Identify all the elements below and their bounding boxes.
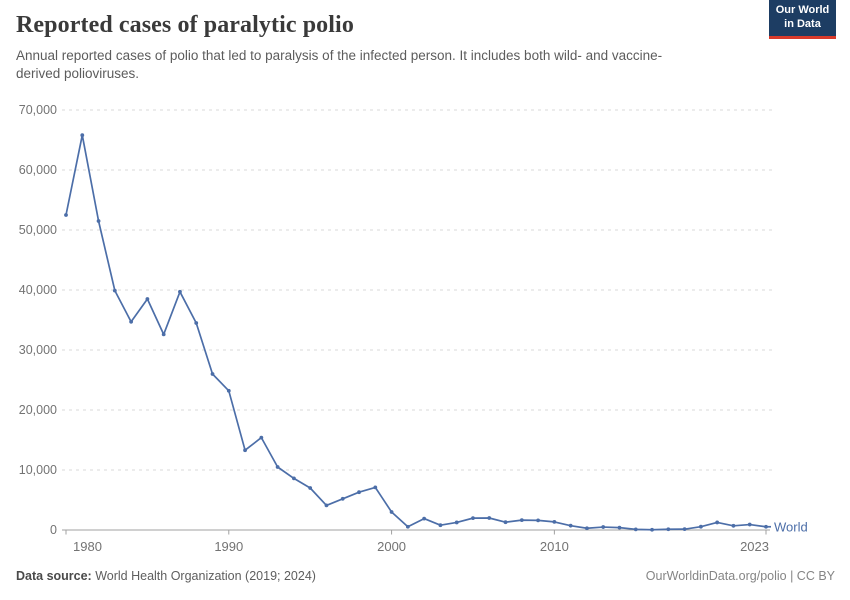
- data-point-2010[interactable]: [552, 520, 557, 524]
- data-point-1984[interactable]: [129, 319, 134, 324]
- data-point-1983[interactable]: [112, 288, 117, 293]
- data-point-2003[interactable]: [438, 523, 443, 528]
- data-point-2005[interactable]: [471, 516, 475, 521]
- data-point-1982[interactable]: [96, 219, 101, 223]
- data-point-2018[interactable]: [682, 527, 687, 532]
- logo-line1: Our World: [775, 4, 830, 16]
- data-point-1998[interactable]: [357, 490, 361, 495]
- series-line-world[interactable]: [65, 134, 767, 531]
- data-point-1999[interactable]: [373, 485, 378, 490]
- data-point-2022[interactable]: [747, 522, 752, 527]
- y-tick-label-50000: 50,000: [19, 223, 57, 237]
- data-point-1996[interactable]: [324, 503, 329, 508]
- y-tick-label-0: 0: [50, 523, 57, 537]
- data-point-2013[interactable]: [601, 525, 606, 529]
- x-tick-label-1990: 1990: [214, 539, 243, 554]
- data-point-1986[interactable]: [161, 332, 166, 337]
- x-tick-label-2010: 2010: [540, 539, 569, 554]
- data-point-2020[interactable]: [715, 520, 720, 525]
- data-point-2007[interactable]: [503, 520, 508, 525]
- y-tick-label-70000: 70,000: [19, 103, 57, 117]
- y-tick-label-30000: 30,000: [19, 343, 57, 357]
- data-point-1991[interactable]: [243, 448, 247, 453]
- y-tick-label-40000: 40,000: [19, 283, 57, 297]
- logo-line2: in Data: [784, 18, 821, 31]
- owid-logo[interactable]: Our World in Data: [769, 0, 836, 39]
- data-point-1989[interactable]: [210, 372, 215, 376]
- data-point-1994[interactable]: [292, 476, 296, 481]
- data-point-1990[interactable]: [226, 388, 231, 393]
- data-point-2001[interactable]: [405, 524, 410, 529]
- data-point-1995[interactable]: [308, 486, 313, 490]
- data-point-2017[interactable]: [666, 527, 671, 532]
- x-tick-label-2000: 2000: [377, 539, 406, 554]
- data-source-value: World Health Organization (2019; 2024): [91, 569, 316, 583]
- data-point-1997[interactable]: [340, 496, 345, 501]
- data-point-2019[interactable]: [698, 524, 703, 529]
- data-point-2014[interactable]: [617, 525, 622, 530]
- y-tick-label-10000: 10,000: [19, 463, 57, 477]
- y-tick-label-20000: 20,000: [19, 403, 57, 417]
- data-point-2006[interactable]: [487, 516, 492, 520]
- chart-title: Reported cases of paralytic polio: [16, 12, 354, 38]
- data-point-1981[interactable]: [80, 133, 85, 138]
- data-point-1987[interactable]: [178, 289, 182, 294]
- data-point-1985[interactable]: [145, 297, 150, 301]
- x-tick-label-1980: 1980: [73, 539, 102, 554]
- x-tick-label-2023: 2023: [740, 539, 769, 554]
- chart-footer: Data source: World Health Organization (…: [16, 569, 835, 583]
- chart-subtitle: Annual reported cases of polio that led …: [16, 47, 663, 82]
- data-point-2004[interactable]: [454, 520, 459, 525]
- data-point-1988[interactable]: [194, 321, 199, 325]
- data-point-1993[interactable]: [275, 465, 280, 469]
- data-source: Data source: World Health Organization (…: [16, 569, 316, 583]
- data-point-1992[interactable]: [259, 435, 264, 440]
- data-point-2009[interactable]: [536, 518, 540, 523]
- data-point-2016[interactable]: [650, 527, 654, 532]
- data-point-1980[interactable]: [64, 213, 68, 217]
- series-label-world[interactable]: World: [774, 519, 808, 534]
- chart-header: Reported cases of paralytic polio Annual…: [16, 12, 834, 84]
- data-point-2008[interactable]: [519, 518, 524, 522]
- attribution-link[interactable]: OurWorldinData.org/polio | CC BY: [645, 569, 835, 583]
- data-source-label: Data source:: [16, 569, 92, 583]
- data-point-2021[interactable]: [731, 523, 736, 528]
- data-point-2002[interactable]: [422, 516, 427, 521]
- data-point-2015[interactable]: [633, 527, 638, 532]
- data-point-2012[interactable]: [585, 526, 589, 531]
- data-point-2011[interactable]: [568, 523, 573, 528]
- data-point-2000[interactable]: [389, 510, 394, 514]
- y-tick-label-60000: 60,000: [19, 163, 57, 177]
